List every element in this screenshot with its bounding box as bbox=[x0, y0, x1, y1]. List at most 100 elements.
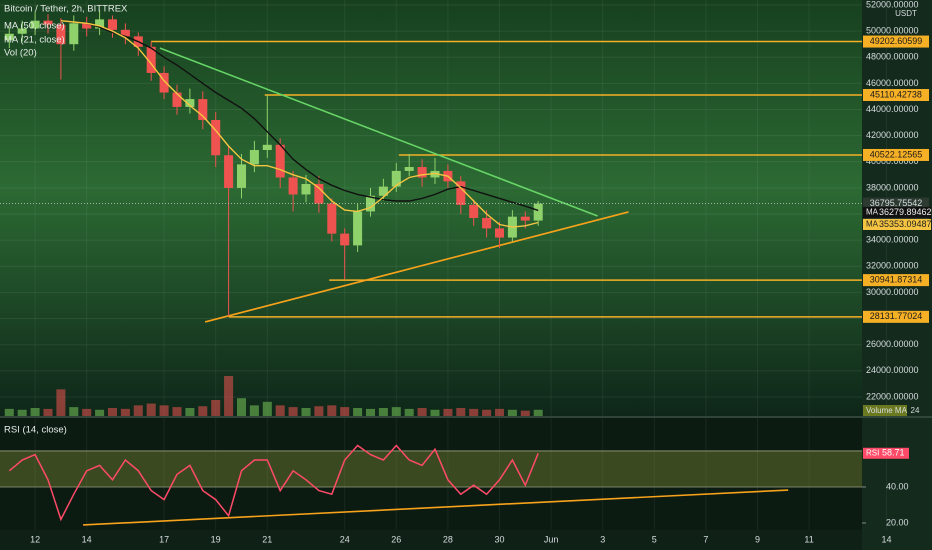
candle-body bbox=[107, 19, 118, 30]
chart-title: Bitcoin / Tether, 2h, BITTREX bbox=[4, 4, 128, 15]
candle-body bbox=[17, 28, 27, 34]
volume-bar bbox=[365, 408, 376, 416]
last-price-label: 36795.75542 bbox=[870, 198, 923, 208]
volume-bar bbox=[146, 403, 156, 416]
rsi-tag: RSI bbox=[866, 448, 879, 457]
rsi-trendline bbox=[83, 489, 789, 526]
volume-bar bbox=[224, 376, 234, 416]
volume-bar bbox=[520, 410, 530, 416]
candle-body bbox=[469, 204, 479, 218]
volume-bar bbox=[236, 398, 247, 416]
volume-bar bbox=[353, 408, 363, 416]
x-tick-label: 5 bbox=[652, 534, 657, 544]
y-tick-label: 44000.00000 bbox=[866, 104, 919, 114]
volume-bar bbox=[443, 408, 453, 416]
price-pane bbox=[0, 0, 862, 416]
rsi-tick-label: 20.00 bbox=[886, 517, 909, 527]
ma-line bbox=[60, 20, 539, 228]
ma-line bbox=[86, 22, 539, 212]
volume-bar bbox=[43, 408, 53, 416]
candle-body bbox=[4, 33, 14, 41]
volume-bar bbox=[69, 407, 79, 416]
candle-body bbox=[172, 92, 182, 107]
volume-bar bbox=[82, 408, 92, 416]
candle-body bbox=[56, 24, 66, 45]
level-label: 45110.42738 bbox=[870, 89, 922, 99]
volume-bar bbox=[249, 405, 259, 416]
volume-bar bbox=[120, 408, 130, 416]
y-tick-label: 52000.00000 bbox=[866, 0, 919, 9]
rsi-legend: RSI (14, close) bbox=[4, 425, 67, 436]
candle-body bbox=[236, 164, 247, 188]
candle-body bbox=[262, 144, 272, 151]
candle-body bbox=[533, 203, 543, 221]
volume-bar bbox=[288, 407, 298, 416]
volume-bar bbox=[314, 406, 324, 416]
candle-body bbox=[43, 20, 53, 25]
y-tick-label: 32000.00000 bbox=[866, 261, 919, 271]
candle-body bbox=[185, 99, 195, 107]
candle-body bbox=[69, 23, 79, 45]
x-tick-label: 11 bbox=[804, 534, 813, 544]
candle-body bbox=[353, 211, 363, 246]
x-tick-label: 28 bbox=[443, 534, 453, 544]
volume-bar bbox=[494, 408, 505, 416]
x-tick-label: 21 bbox=[262, 534, 272, 544]
x-tick-label: 14 bbox=[82, 534, 92, 544]
candle-body bbox=[82, 23, 92, 29]
level-label: 28131.77024 bbox=[870, 311, 923, 321]
ma-price-label: 35353.09487 bbox=[879, 219, 932, 229]
candle-body bbox=[198, 99, 208, 120]
x-tick-label: 24 bbox=[340, 534, 350, 544]
level-label-box bbox=[863, 148, 929, 161]
volume-bar bbox=[133, 405, 143, 416]
candle-body bbox=[482, 217, 492, 229]
volume-bar bbox=[404, 408, 414, 416]
x-tick-label: 26 bbox=[391, 534, 401, 544]
legend-ma50: MA (50, close) bbox=[4, 21, 65, 32]
candle-body bbox=[404, 167, 414, 171]
rsi-value-box bbox=[863, 447, 909, 459]
y-tick-label: 50000.00000 bbox=[866, 26, 919, 36]
candle-body bbox=[494, 228, 505, 238]
y-tick-label: 42000.00000 bbox=[866, 130, 919, 140]
y-tick-label: 48000.00000 bbox=[866, 52, 919, 62]
y-tick-label: 34000.00000 bbox=[866, 235, 919, 245]
volume-bar bbox=[340, 407, 350, 416]
volume-bar bbox=[17, 409, 27, 416]
ma-price-box bbox=[863, 218, 931, 230]
ma-tag: MA bbox=[866, 207, 879, 216]
x-tick-label: 14 bbox=[882, 534, 892, 544]
candle-body bbox=[456, 181, 466, 205]
candle-body bbox=[249, 150, 259, 165]
volume-bar bbox=[159, 405, 169, 416]
rsi-value-label: 58.71 bbox=[882, 448, 905, 458]
candle-body bbox=[288, 177, 298, 195]
level-label: 30941.87314 bbox=[870, 275, 923, 285]
candle-body bbox=[365, 195, 376, 212]
rsi-band bbox=[0, 450, 862, 487]
volume-bar bbox=[417, 408, 427, 416]
volume-bar bbox=[482, 409, 492, 416]
rsi-tick-label: 40.00 bbox=[886, 481, 909, 491]
level-label-box bbox=[863, 35, 929, 48]
volume-bar bbox=[301, 408, 311, 416]
volume-bar bbox=[198, 406, 208, 416]
y-tick-label: 30000.00000 bbox=[866, 287, 919, 297]
y-tick-label: 24000.00000 bbox=[866, 365, 919, 375]
volume-label: Volume MA bbox=[866, 406, 908, 415]
x-tick-label: 30 bbox=[494, 534, 504, 544]
candle-body bbox=[95, 19, 105, 29]
x-tick-label: 9 bbox=[755, 534, 760, 544]
trendline bbox=[159, 47, 598, 217]
legend-volume: Vol (20) bbox=[4, 48, 37, 59]
volume-bar bbox=[172, 407, 182, 416]
volume-bar bbox=[275, 405, 285, 416]
y-tick-label: 26000.00000 bbox=[866, 339, 919, 349]
currency: USDT bbox=[895, 9, 917, 18]
candle-body bbox=[391, 170, 401, 187]
x-tick-label: Jun bbox=[544, 534, 559, 544]
candle-body bbox=[159, 72, 169, 93]
volume-bar bbox=[211, 400, 221, 416]
ma-price-label: 36279.89462 bbox=[879, 207, 932, 217]
